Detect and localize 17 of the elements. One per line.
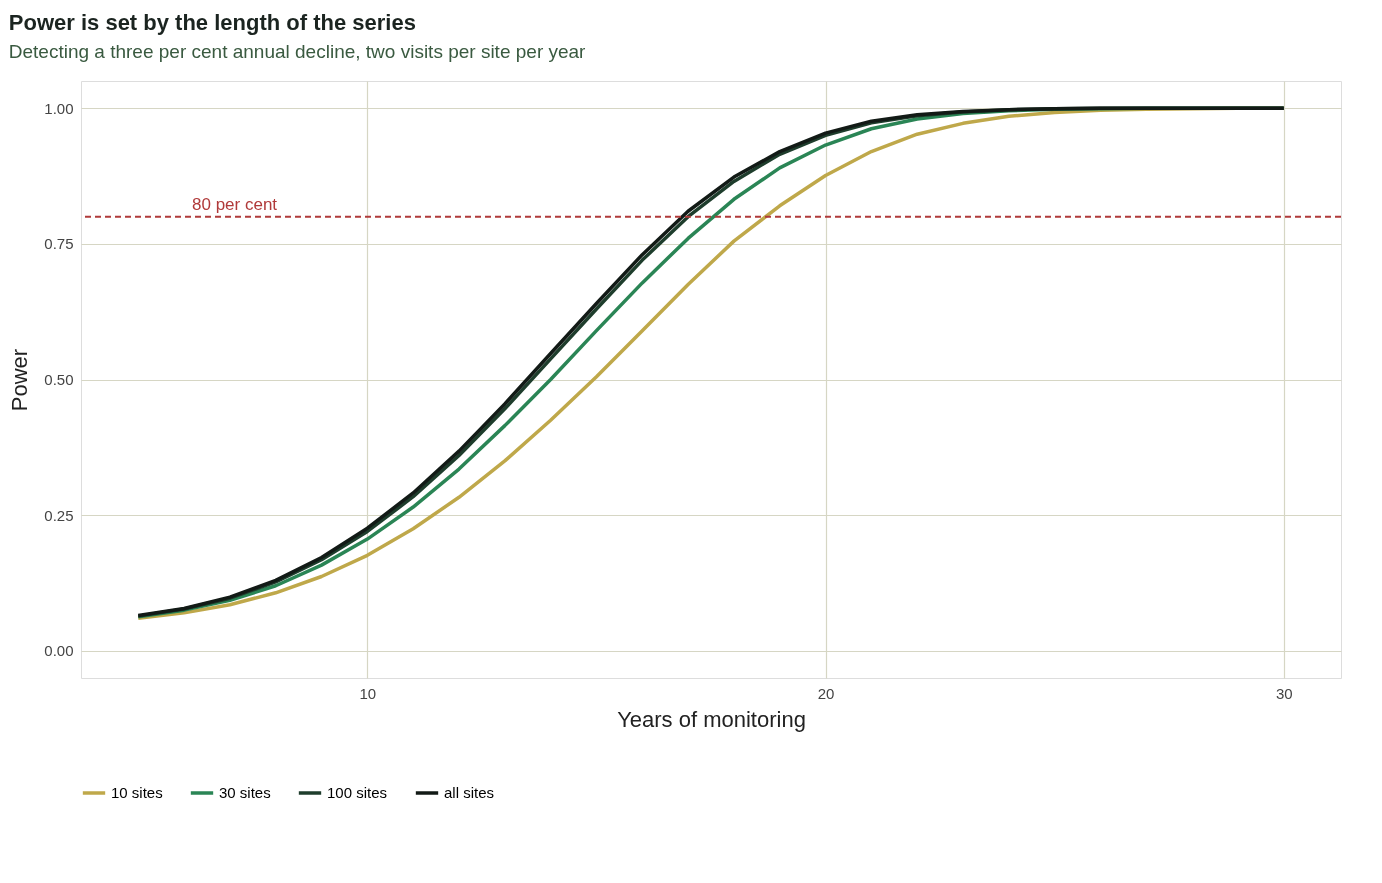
y-tick-label: 0.25 xyxy=(44,506,74,524)
y-tick-label: 0.75 xyxy=(44,235,74,253)
x-axis-title: Years of monitoring xyxy=(617,706,806,732)
y-tick-label: 1.00 xyxy=(44,99,74,117)
y-tick-label: 0.50 xyxy=(44,371,74,388)
ref-line-label: 80 per cent xyxy=(192,194,278,214)
legend-label: 100 sites xyxy=(327,784,388,801)
y-tick-label: 0.00 xyxy=(44,642,74,660)
legend-label: 10 sites xyxy=(111,784,163,801)
chart-subtitle: Detecting a three per cent annual decline, two visits per site per year xyxy=(8,41,587,62)
x-tick-label: 30 xyxy=(1275,684,1293,702)
chart-title: Power is set by the length of the series xyxy=(8,10,416,35)
y-axis-title: Power xyxy=(7,348,33,412)
x-tick-label: 10 xyxy=(359,684,377,702)
x-tick-label: 20 xyxy=(817,684,835,702)
legend-label: all sites xyxy=(444,784,495,801)
legend-label: 30 sites xyxy=(219,784,271,801)
